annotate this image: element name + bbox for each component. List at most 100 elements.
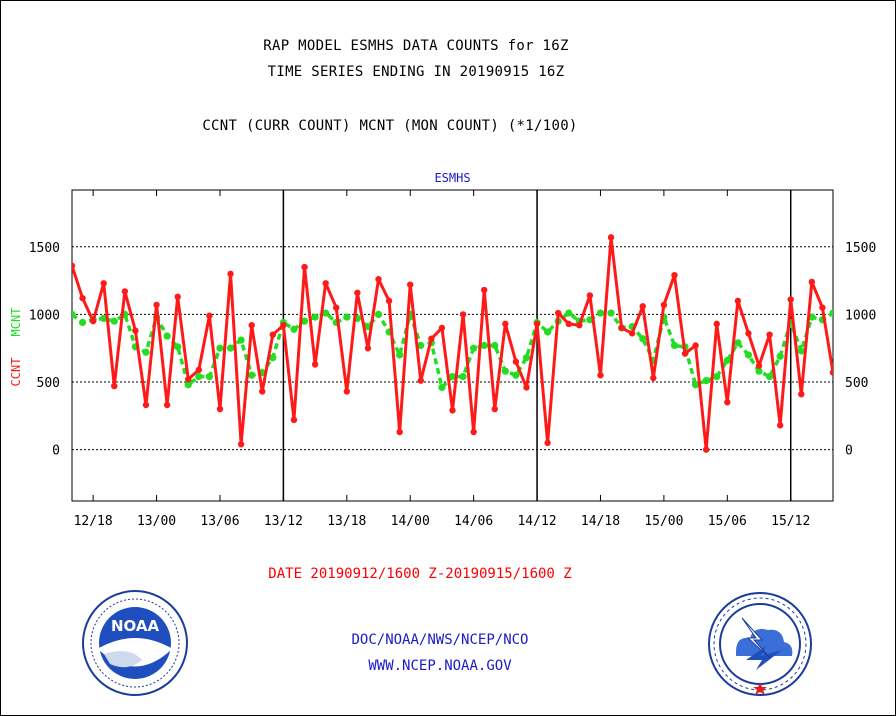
data-point-mcnt — [216, 344, 224, 352]
data-point-ccnt — [470, 428, 477, 436]
x-tick-label: 14/06 — [454, 514, 493, 529]
data-point-ccnt — [459, 311, 467, 318]
data-point-mcnt — [480, 341, 488, 350]
data-point-ccnt — [618, 324, 625, 332]
x-tick-label: 15/06 — [708, 514, 747, 529]
data-point-ccnt — [681, 350, 689, 357]
data-point-ccnt — [787, 296, 794, 303]
x-tick-label: 13/06 — [200, 514, 239, 529]
data-point-ccnt — [428, 335, 435, 342]
data-point-ccnt — [819, 304, 826, 311]
data-point-ccnt — [491, 405, 498, 413]
y-tick-label-left: 1500 — [29, 241, 60, 256]
data-point-mcnt — [723, 356, 731, 364]
data-point-ccnt — [375, 276, 382, 283]
data-point-mcnt — [829, 309, 833, 317]
data-point-mcnt — [343, 313, 351, 321]
data-point-mcnt — [300, 317, 309, 325]
data-point-mcnt — [744, 351, 753, 359]
nws-logo-icon — [708, 592, 812, 696]
y-axis-label-mcnt: MCNT — [9, 308, 23, 337]
data-point-ccnt — [79, 294, 86, 302]
data-point-ccnt — [438, 324, 446, 332]
data-point-mcnt — [491, 341, 499, 350]
data-point-ccnt — [671, 271, 678, 279]
data-point-mcnt — [374, 310, 383, 318]
data-point-ccnt — [396, 428, 403, 436]
data-point-ccnt — [808, 278, 816, 286]
data-point-ccnt — [776, 422, 784, 429]
y-tick-label-left: 500 — [37, 376, 60, 391]
data-point-ccnt — [523, 384, 530, 391]
data-point-ccnt — [72, 262, 76, 269]
data-point-ccnt — [628, 330, 636, 337]
data-point-ccnt — [100, 280, 107, 287]
data-point-mcnt — [512, 371, 520, 379]
data-point-mcnt — [396, 351, 404, 359]
data-point-ccnt — [111, 382, 118, 390]
data-point-ccnt — [174, 293, 181, 301]
data-point-mcnt — [596, 309, 605, 317]
credit-doc-noaa: DOC/NOAA/NWS/NCEP/NCO — [351, 632, 529, 648]
data-point-mcnt — [734, 339, 742, 347]
data-point-mcnt — [501, 367, 509, 375]
data-point-ccnt — [607, 234, 615, 241]
data-point-mcnt — [438, 383, 446, 392]
data-point-mcnt — [639, 335, 647, 343]
noaa-logo-icon: NOAA — [82, 590, 188, 696]
data-point-mcnt — [311, 313, 319, 321]
data-point-ccnt — [343, 388, 351, 395]
chart-title-line2: TIME SERIES ENDING IN 20190915 16Z — [267, 64, 565, 80]
noaa-logo-text: NOAA — [111, 617, 160, 635]
data-point-ccnt — [364, 345, 372, 352]
data-point-ccnt — [417, 377, 424, 384]
y-tick-label-right: 1500 — [845, 241, 876, 256]
data-point-mcnt — [174, 343, 182, 351]
x-tick-label: 14/18 — [581, 514, 620, 529]
data-point-ccnt — [206, 312, 213, 319]
data-point-ccnt — [259, 388, 266, 395]
data-point-ccnt — [333, 304, 340, 311]
data-point-mcnt — [142, 348, 150, 356]
data-point-ccnt — [502, 320, 509, 328]
data-point-mcnt — [269, 354, 277, 362]
data-point-mcnt — [522, 354, 531, 362]
credit-website: WWW.NCEP.NOAA.GOV — [368, 658, 512, 674]
data-point-mcnt — [100, 314, 108, 323]
data-point-mcnt — [72, 310, 76, 318]
data-point-mcnt — [290, 325, 298, 333]
data-point-ccnt — [449, 407, 456, 414]
x-tick-label: 14/12 — [517, 514, 556, 529]
data-point-mcnt — [237, 336, 245, 344]
data-point-ccnt — [544, 439, 551, 447]
y-tick-label-left: 0 — [52, 444, 60, 459]
data-point-ccnt — [554, 309, 562, 317]
data-point-mcnt — [78, 318, 87, 327]
data-point-ccnt — [512, 358, 520, 365]
data-point-ccnt — [798, 390, 805, 398]
data-point-mcnt — [470, 344, 478, 352]
data-point-ccnt — [586, 292, 594, 299]
chart-series-title: ESMHS — [434, 171, 470, 185]
data-point-mcnt — [755, 367, 763, 375]
y-tick-label-right: 500 — [845, 376, 868, 391]
data-point-mcnt — [248, 371, 256, 379]
data-point-mcnt — [713, 373, 721, 381]
data-point-mcnt — [776, 352, 784, 360]
x-tick-label: 14/00 — [391, 514, 430, 529]
data-point-ccnt — [565, 320, 572, 328]
data-point-ccnt — [745, 330, 752, 337]
data-point-ccnt — [290, 416, 298, 424]
data-point-ccnt — [248, 322, 255, 329]
data-point-mcnt — [797, 347, 805, 355]
data-point-mcnt — [691, 381, 700, 389]
series-ccnt — [72, 234, 833, 453]
chart-subtitle: CCNT (CURR COUNT) MCNT (MON COUNT) (*1/1… — [202, 118, 578, 134]
date-range-label: DATE 20190912/1600 Z-20190915/1600 Z — [268, 566, 572, 582]
data-point-ccnt — [301, 263, 308, 271]
y-tick-label-right: 0 — [845, 444, 853, 459]
data-point-mcnt — [184, 381, 192, 389]
data-point-mcnt — [110, 317, 118, 325]
data-point-mcnt — [195, 373, 203, 381]
data-point-ccnt — [713, 320, 720, 328]
